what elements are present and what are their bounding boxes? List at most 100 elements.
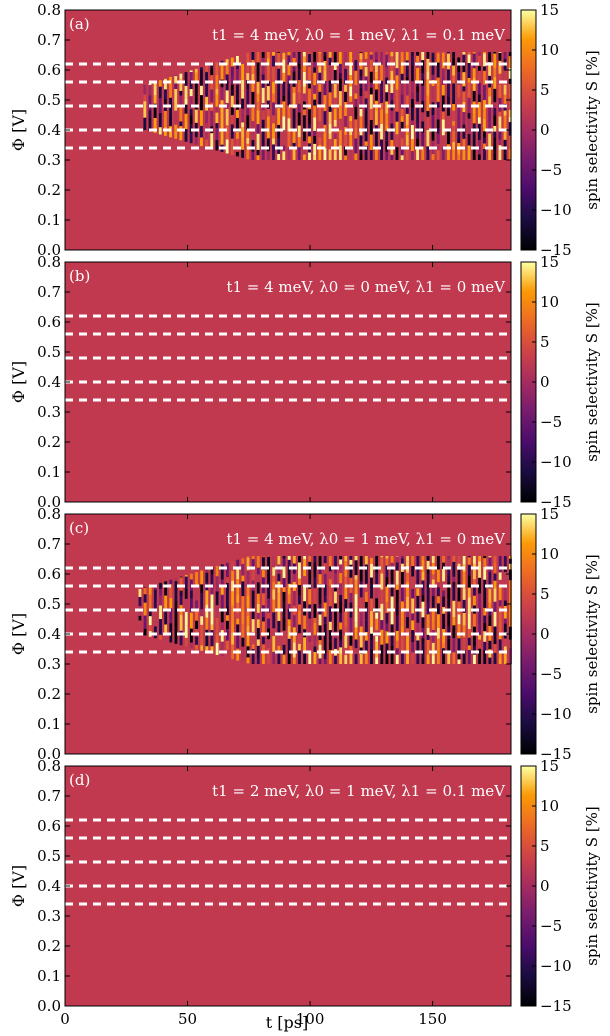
heatmap-cell	[339, 647, 343, 654]
heatmap-cell	[241, 63, 245, 80]
heatmap-cell	[452, 638, 456, 653]
heatmap-cell	[220, 579, 224, 586]
heatmap-cell	[308, 588, 312, 605]
heatmap-cell	[462, 86, 466, 92]
heatmap-cell	[230, 76, 234, 85]
heatmap-cell	[179, 576, 183, 578]
heatmap-cell	[169, 597, 173, 609]
heatmap-cell	[400, 556, 404, 559]
heatmap-cell	[210, 64, 214, 68]
heatmap-cell	[158, 86, 162, 99]
heatmap-cell	[302, 93, 306, 102]
heatmap-cell	[277, 593, 281, 609]
heatmap-cell	[385, 612, 389, 624]
heatmap-cell	[262, 556, 265, 558]
heatmap-cell	[457, 659, 461, 664]
panel-label: (b)	[69, 267, 90, 285]
heatmap-cell	[400, 635, 404, 653]
heatmap-cell	[195, 636, 198, 645]
heatmap-cell	[333, 83, 337, 98]
heatmap-cell	[462, 637, 466, 651]
panel-label: (a)	[69, 15, 90, 33]
heatmap-cell	[277, 113, 281, 125]
heatmap-cell	[411, 576, 415, 589]
heatmap-cell	[338, 63, 342, 73]
heatmap-cell	[483, 631, 487, 642]
heatmap-cell	[354, 560, 358, 576]
heatmap-cell	[298, 562, 301, 579]
y-tick-label: 0.0	[37, 997, 61, 1015]
heatmap-cell	[344, 626, 348, 636]
heatmap-cell	[256, 155, 260, 160]
heatmap-cell	[282, 116, 286, 131]
heatmap-cell	[406, 656, 409, 664]
heatmap-cell	[282, 72, 286, 82]
heatmap-cell	[287, 652, 291, 664]
heatmap-cell	[503, 70, 507, 85]
heatmap-cell	[308, 54, 311, 67]
heatmap-cell	[256, 149, 260, 156]
heatmap-cell	[380, 603, 384, 621]
heatmap-cell	[390, 139, 394, 149]
heatmap-cell	[390, 52, 394, 57]
heatmap-cell	[411, 81, 414, 93]
heatmap-cell	[416, 595, 420, 612]
heatmap-cell	[272, 52, 275, 56]
heatmap-cell	[323, 133, 327, 149]
heatmap-cell	[277, 52, 281, 69]
heatmap-cell	[241, 558, 245, 564]
heatmap-cell	[251, 590, 255, 607]
heatmap-cell	[400, 155, 404, 160]
heatmap-cell	[426, 146, 430, 160]
y-tick-label: 0.2	[37, 181, 61, 199]
heatmap-cell	[503, 600, 507, 606]
heatmap-cell	[174, 75, 178, 77]
heatmap-cell	[179, 121, 183, 127]
heatmap-cell	[405, 52, 409, 61]
heatmap-cell	[184, 72, 188, 86]
heatmap-cell	[452, 98, 456, 105]
heatmap-cell	[164, 89, 167, 99]
heatmap-cell	[302, 154, 306, 160]
heatmap-cell	[452, 125, 456, 131]
heatmap-cell	[215, 618, 219, 635]
heatmap-cell	[205, 72, 208, 86]
heatmap-cell	[431, 130, 435, 141]
heatmap-cell	[426, 52, 430, 59]
heatmap-cell	[251, 559, 255, 568]
heatmap-cell	[159, 582, 162, 589]
heatmap-cell	[262, 636, 265, 645]
heatmap-cell	[447, 650, 451, 664]
heatmap-cell	[282, 618, 286, 631]
heatmap-cell	[488, 133, 492, 148]
heatmap-cell	[338, 129, 342, 146]
heatmap-cell	[292, 590, 296, 606]
heatmap-cell	[328, 92, 332, 107]
heatmap-cell	[509, 563, 512, 570]
heatmap-cell	[488, 52, 492, 54]
heatmap-cell	[225, 74, 229, 81]
heatmap-cell	[333, 150, 337, 160]
heatmap-cell	[467, 77, 471, 83]
heatmap-cell	[287, 83, 291, 91]
heatmap-cell	[426, 569, 430, 575]
heatmap-cell	[339, 556, 343, 560]
heatmap-cell	[478, 639, 481, 649]
colorbar-tick-label: 10	[540, 293, 559, 311]
heatmap-cell	[354, 639, 358, 649]
heatmap-cell	[478, 623, 481, 635]
heatmap-cell	[462, 112, 466, 125]
heatmap-cell	[246, 558, 250, 571]
heatmap-cell	[493, 580, 497, 589]
heatmap-cell	[230, 90, 234, 96]
heatmap-cell	[364, 556, 368, 565]
heatmap-cell	[385, 631, 389, 644]
heatmap-cell	[225, 139, 229, 154]
heatmap-cell	[369, 108, 373, 120]
heatmap-cell	[308, 66, 311, 81]
heatmap-cell	[457, 588, 461, 602]
heatmap-cell	[225, 59, 229, 66]
heatmap-cell	[364, 76, 368, 91]
heatmap-cell	[246, 80, 250, 90]
heatmap-cell	[421, 556, 425, 560]
